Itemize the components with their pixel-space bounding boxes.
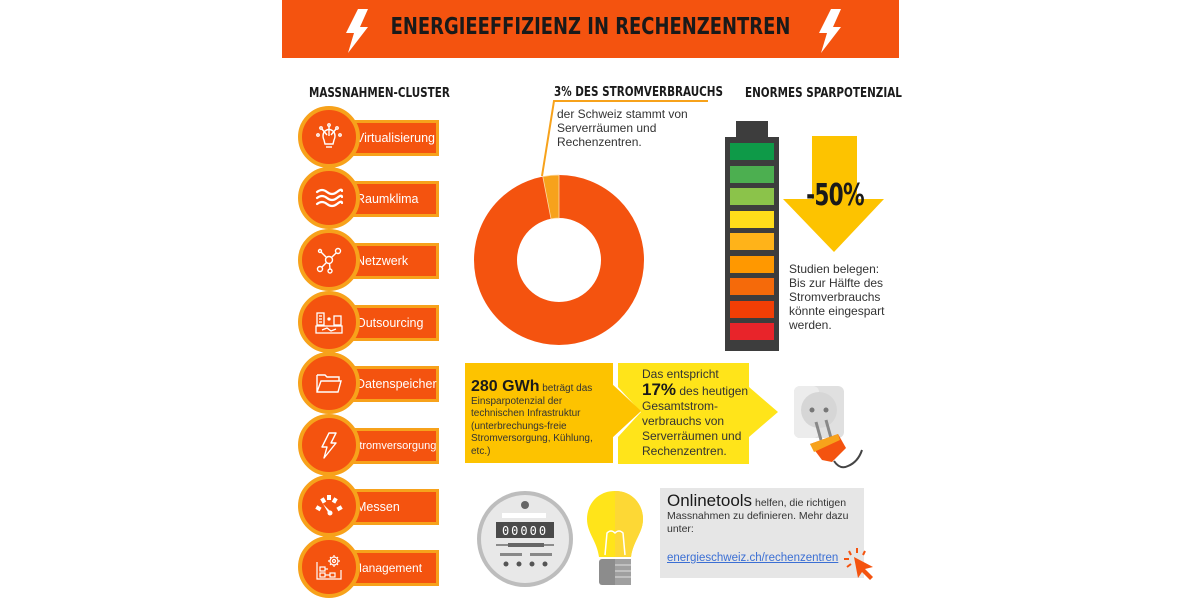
header-banner: Energieeffizienz in Rechenzentren bbox=[282, 0, 899, 58]
gwh-value: 280 GWh bbox=[471, 378, 540, 395]
network-nodes-icon bbox=[316, 247, 342, 274]
percent-value: 17% bbox=[642, 380, 677, 399]
leader-line bbox=[541, 100, 708, 177]
cluster-item-stromversorgung[interactable]: Stromversorgung bbox=[298, 414, 443, 478]
cluster-item-outsourcing[interactable]: Outsourcing bbox=[298, 291, 443, 355]
battery-cap bbox=[736, 121, 768, 138]
savings-description: Studien belegen: Bis zur Hälfte des Stro… bbox=[789, 262, 885, 332]
donut-segment-3-percent bbox=[542, 174, 560, 220]
online-tools-text: helfen, die richtigen Massnahmen zu defi… bbox=[667, 497, 849, 535]
cluster-title: Massnahmen-Cluster bbox=[309, 86, 450, 101]
cluster-item-management[interactable]: Management bbox=[298, 536, 443, 600]
cluster-item-label: Messen bbox=[356, 500, 400, 514]
battery-segment bbox=[730, 255, 774, 273]
cluster-item-datenspeicher[interactable]: Datenspeicher bbox=[298, 352, 443, 416]
cluster-item-label: Virtualisierung bbox=[356, 131, 435, 145]
gwh-box-arrow-tip bbox=[613, 385, 641, 437]
gear-flowchart-icon bbox=[316, 555, 342, 580]
cluster-item-label: Netzwerk bbox=[356, 254, 409, 268]
power-plug-icon bbox=[794, 386, 863, 469]
battery-segment bbox=[730, 278, 774, 295]
lightning-bolt-icon bbox=[346, 9, 368, 53]
percent-intro: Das entspricht bbox=[642, 367, 719, 381]
percent-description: des heutigen Gesamtstrom-verbrauchs von … bbox=[642, 384, 749, 458]
gwh-description: beträgt das Einsparpotenzial der technis… bbox=[471, 383, 593, 457]
air-waves-icon bbox=[315, 188, 344, 208]
online-tools-lead: Onlinetools bbox=[667, 491, 753, 510]
cluster-item-label: Datenspeicher bbox=[356, 377, 437, 391]
energieschweiz-link[interactable]: energieschweiz.ch/rechenzentren bbox=[667, 552, 839, 564]
battery-segment bbox=[730, 300, 774, 318]
folder-icon bbox=[316, 374, 342, 393]
lightbulb-icon bbox=[587, 491, 643, 585]
percent-info-box: Das entspricht 17% des heutigen Gesamtst… bbox=[618, 363, 778, 464]
lightning-bolt-icon bbox=[321, 432, 337, 459]
gwh-info-box: 280 GWh beträgt das Einsparpotenzial der… bbox=[465, 363, 641, 463]
battery-segment bbox=[730, 188, 774, 205]
cluster-item-messen[interactable]: Messen bbox=[298, 475, 443, 539]
savings-percentage: -50% bbox=[806, 178, 865, 213]
cluster-item-label: Outsourcing bbox=[356, 316, 424, 330]
savings-title: Enormes Sparpotenzial bbox=[745, 86, 902, 101]
lightbulb-circuit-icon bbox=[316, 123, 342, 148]
donut-chart bbox=[474, 174, 644, 345]
cluster-item-raumklima[interactable]: Raumklima bbox=[298, 167, 443, 231]
battery-segment bbox=[730, 165, 774, 183]
gauge-icon bbox=[315, 495, 343, 516]
online-tools-box: Onlinetools helfen, die richtigen Massna… bbox=[660, 488, 864, 578]
battery-segment bbox=[730, 210, 774, 228]
cluster-item-netzwerk[interactable]: Netzwerk bbox=[298, 229, 443, 293]
cluster-item-virtualisierung[interactable]: Virtualisierung bbox=[298, 106, 443, 170]
down-arrow-icon bbox=[783, 136, 884, 252]
electricity-meter-icon: 00000 bbox=[477, 491, 573, 587]
cluster-item-label: Raumklima bbox=[356, 192, 419, 206]
cluster-item-label: Management bbox=[352, 561, 423, 575]
lightning-bolt-icon bbox=[819, 9, 841, 53]
meter-digits: 00000 bbox=[502, 524, 548, 538]
outsourcing-handshake-icon bbox=[315, 312, 343, 334]
battery-segment bbox=[730, 323, 774, 340]
cluster-item-label: Stromversorgung bbox=[352, 440, 437, 452]
donut-title: 3% des Stromverbrauchs bbox=[554, 85, 724, 100]
battery-segment bbox=[730, 143, 774, 160]
donut-description: der Schweiz stammt von Serverräumen und … bbox=[557, 107, 688, 149]
cursor-click-icon bbox=[844, 548, 873, 580]
battery-segment bbox=[730, 233, 774, 250]
page-title: Energieeffizienz in Rechenzentren bbox=[390, 14, 791, 40]
battery-icon bbox=[725, 137, 779, 351]
